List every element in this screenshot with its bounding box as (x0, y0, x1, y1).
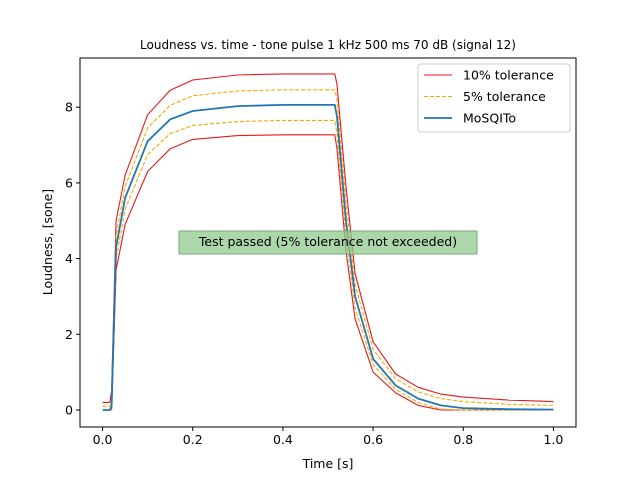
series-line-mosqito (102, 104, 554, 411)
series-line-5-tolerance (102, 119, 554, 411)
x-tick-label: 0.6 (363, 432, 383, 447)
y-tick-label: 6 (65, 175, 73, 190)
x-tick-label: 0.4 (273, 432, 293, 447)
y-axis-label: Loudness, [sone] (40, 189, 55, 295)
y-tick-label: 8 (65, 100, 73, 115)
y-tick-label: 0 (65, 402, 73, 417)
series-line-10-tolerance (102, 134, 554, 411)
x-axis-label: Time [s] (302, 456, 354, 471)
series-line-10-tolerance (102, 73, 554, 403)
y-tick-label: 4 (65, 251, 73, 266)
y-tick-label: 2 (65, 327, 73, 342)
plot-frame (79, 57, 577, 428)
legend-box (417, 63, 571, 133)
legend-label: 5% tolerance (463, 89, 546, 104)
legend-label: MoSQITo (463, 111, 516, 126)
series-layer (102, 73, 554, 411)
legend: 10% tolerance 5% tolerance MoSQITo (417, 63, 571, 133)
x-tick-label: 0.8 (453, 432, 473, 447)
series-line-5-tolerance (102, 89, 554, 407)
x-tick-label: 0.2 (183, 432, 203, 447)
annotation-text: Test passed (5% tolerance not exceeded) (198, 234, 457, 249)
y-axis: 0 2 4 6 8 (65, 100, 80, 417)
x-tick-label: 1.0 (544, 432, 564, 447)
annotation-box: Test passed (5% tolerance not exceeded) (178, 230, 478, 255)
x-axis: 0.0 0.2 0.4 0.6 0.8 1.0 (93, 427, 564, 447)
legend-label: 10% tolerance (463, 68, 554, 83)
x-tick-label: 0.0 (93, 432, 113, 447)
annotation-background (178, 230, 478, 255)
legend-items: 10% tolerance 5% tolerance MoSQITo (424, 68, 554, 126)
chart-title: Loudness vs. time - tone pulse 1 kHz 500… (140, 38, 516, 52)
